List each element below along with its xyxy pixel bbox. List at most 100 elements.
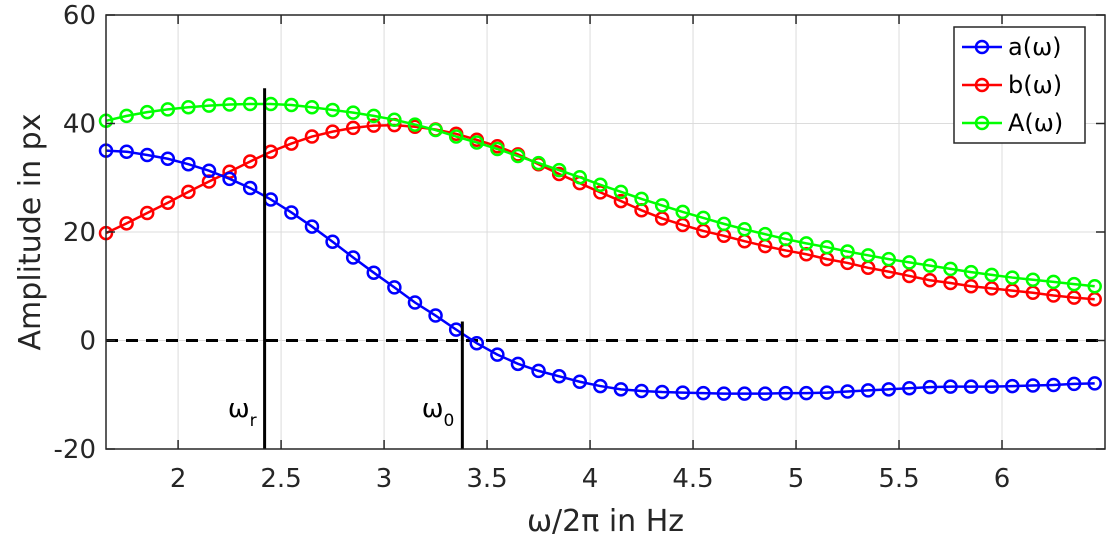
data-point [201, 98, 217, 113]
data-point [1005, 270, 1020, 285]
data-point [551, 162, 567, 178]
data-point [284, 97, 299, 113]
data-point [778, 385, 793, 401]
data-point [902, 255, 917, 270]
data-point [757, 226, 773, 242]
data-point [634, 191, 649, 207]
data-point [654, 198, 670, 213]
data-point [1046, 274, 1061, 290]
data-point [757, 386, 773, 401]
data-point [1005, 378, 1020, 394]
data-point [531, 363, 546, 379]
data-point [613, 382, 629, 397]
data-point [902, 380, 917, 396]
data-point [572, 169, 588, 185]
data-point [242, 180, 258, 196]
data-point [634, 383, 649, 399]
data-point [201, 163, 217, 178]
data-point [139, 205, 155, 221]
legend: a(ω) b(ω) A(ω) [953, 26, 1086, 144]
legend-item-2: b(ω) [962, 71, 1062, 99]
data-point [922, 258, 938, 273]
y-tick-label: 60 [63, 1, 96, 31]
data-point [181, 99, 196, 115]
data-point [1087, 279, 1102, 294]
data-point [325, 102, 340, 118]
data-point [737, 222, 752, 237]
data-point [510, 148, 526, 164]
data-point [304, 219, 320, 234]
data-point [654, 384, 670, 400]
data-point [737, 386, 752, 401]
data-point [387, 280, 402, 295]
data-point [902, 268, 917, 284]
data-point [428, 122, 443, 138]
data-point [366, 265, 382, 280]
data-point [345, 250, 361, 265]
data-point [943, 275, 958, 291]
series-group [98, 96, 1102, 401]
data-point [119, 108, 134, 124]
data-point [943, 379, 958, 394]
data-point [778, 231, 793, 247]
data-point [181, 184, 196, 200]
data-point [963, 379, 979, 394]
data-point [1025, 378, 1041, 393]
data-point [943, 261, 958, 277]
data-point [1046, 288, 1061, 303]
x-tick-label: 6 [994, 464, 1011, 494]
legend-label: a(ω) [1008, 33, 1062, 61]
marker-symbol: ω [422, 394, 444, 424]
data-point [922, 273, 938, 288]
data-point [407, 117, 423, 132]
data-point [799, 236, 814, 251]
data-point [551, 369, 567, 384]
data-point [428, 308, 443, 323]
series-line [105, 149, 1095, 395]
x-tick-label: 4 [582, 464, 599, 494]
legend-swatch-marker [974, 115, 990, 131]
data-point [119, 144, 134, 159]
series-line [105, 123, 1095, 301]
data-point [304, 129, 320, 144]
data-point [490, 347, 505, 362]
data-point [222, 171, 237, 187]
data-point [387, 112, 402, 127]
x-tick-label: 3.5 [466, 464, 507, 494]
data-point [613, 193, 629, 209]
data-point [593, 185, 608, 200]
data-point [613, 184, 629, 200]
y-tick-label: 40 [63, 110, 96, 140]
legend-item-3: A(ω) [962, 109, 1063, 137]
data-point [284, 136, 299, 151]
data-point [819, 239, 835, 255]
data-point [799, 385, 814, 401]
legend-label: b(ω) [1008, 71, 1062, 99]
data-point [139, 104, 155, 120]
data-point [840, 384, 855, 399]
data-point [881, 251, 896, 267]
data-point [469, 135, 485, 150]
legend-swatch-marker [974, 77, 990, 93]
data-point [469, 335, 485, 351]
series-line [105, 102, 1095, 288]
data-point [860, 383, 876, 398]
data-point [593, 378, 608, 394]
data-point [963, 264, 979, 280]
data-point [345, 105, 361, 120]
data-point [881, 382, 896, 397]
data-point [325, 124, 340, 139]
data-point [490, 141, 505, 157]
data-point [531, 155, 546, 171]
data-point [984, 379, 999, 394]
x-tick-label: 4.5 [672, 464, 713, 494]
data-point [716, 386, 732, 401]
data-point [284, 205, 299, 220]
data-point [984, 281, 999, 296]
marker-label: ωr [228, 394, 257, 431]
y-tick-label: 0 [79, 327, 96, 357]
data-point [572, 374, 588, 389]
data-point [242, 96, 258, 112]
